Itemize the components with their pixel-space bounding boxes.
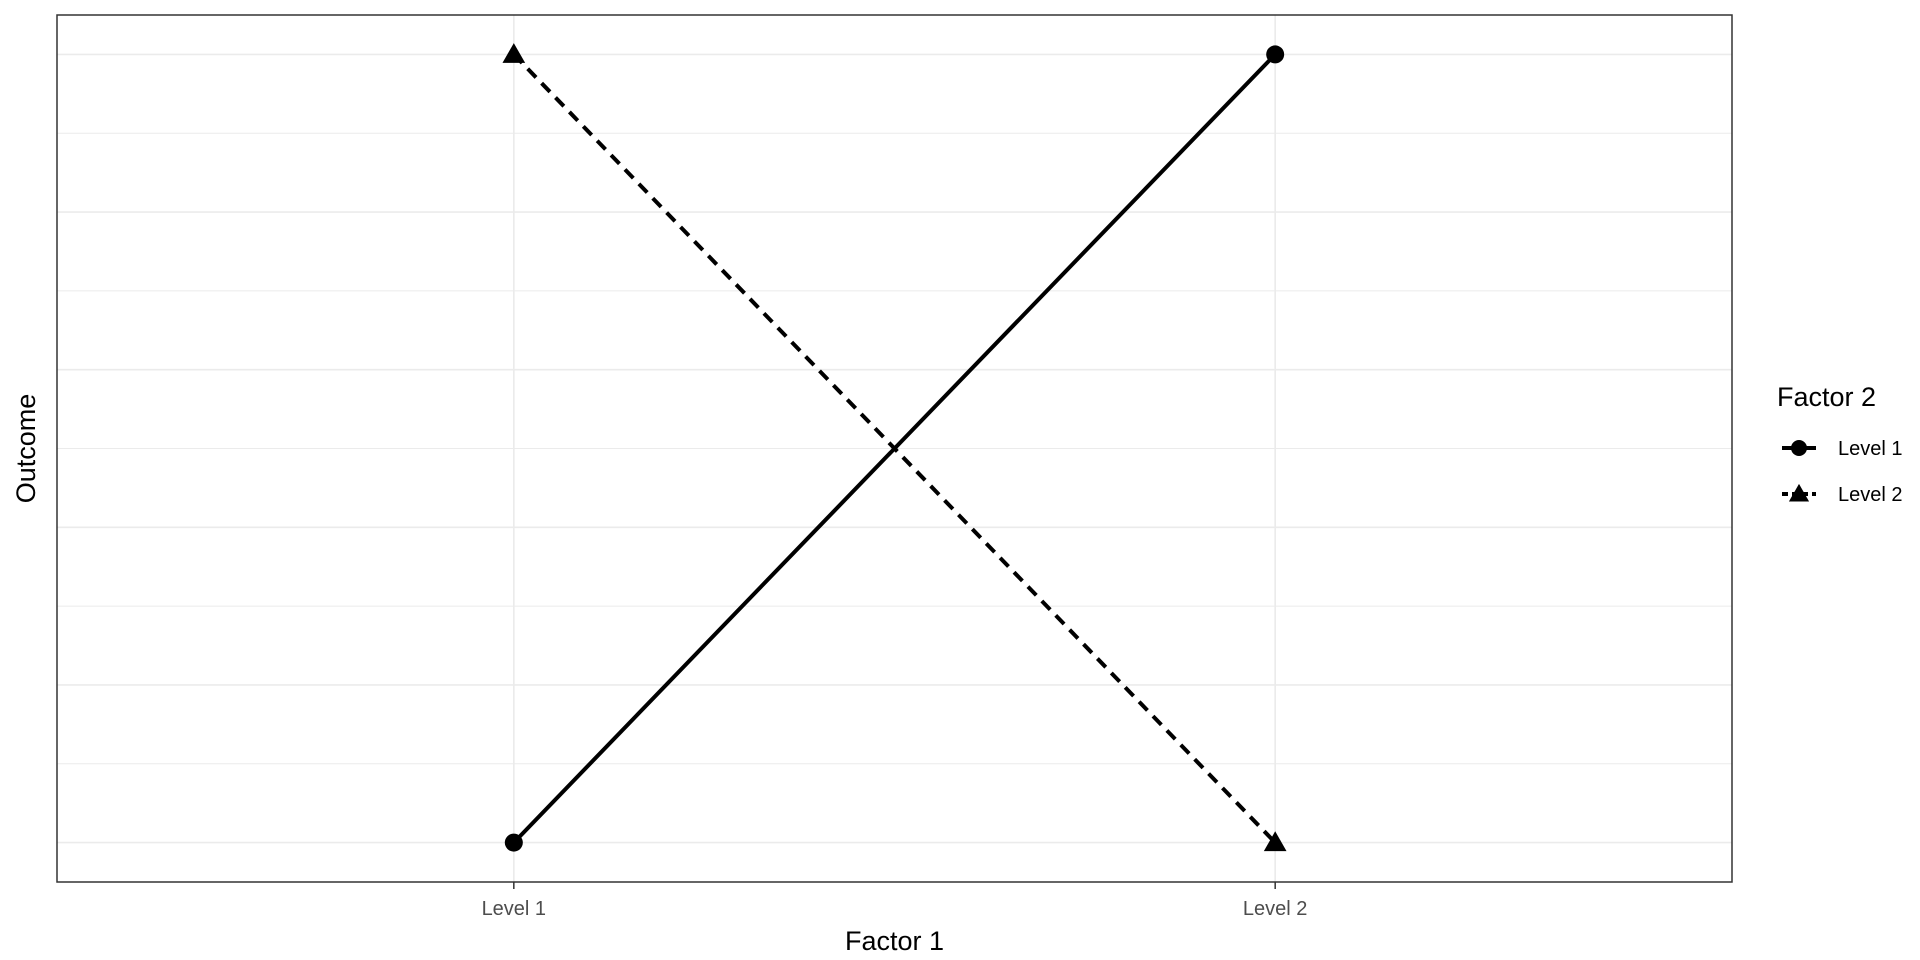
x-tick-label: Level 2 xyxy=(1243,898,1308,920)
data-point-triangle xyxy=(502,43,526,63)
data-point-circle xyxy=(1266,45,1285,64)
panel-border xyxy=(56,14,1733,883)
series-line-2 xyxy=(512,53,1277,844)
legend-title: Factor 2 xyxy=(1777,382,1876,412)
legend-key-2 xyxy=(1782,483,1816,502)
legend-key-1 xyxy=(1782,440,1816,456)
x-axis: Level 1 Level 2 xyxy=(482,882,1308,920)
x-axis-title: Factor 1 xyxy=(845,926,944,956)
legend: Factor 2 Level 1 Level 2 xyxy=(1777,382,1903,506)
legend-circle-icon xyxy=(1791,440,1807,456)
series-layer xyxy=(502,43,1287,852)
data-point-triangle xyxy=(1263,831,1287,852)
x-tick-label: Level 1 xyxy=(482,898,547,920)
legend-label: Level 2 xyxy=(1838,484,1903,506)
legend-label: Level 1 xyxy=(1838,438,1903,460)
y-axis-title: Outcome xyxy=(11,394,41,504)
data-point-circle xyxy=(504,833,523,852)
legend-triangle-icon xyxy=(1788,483,1810,502)
